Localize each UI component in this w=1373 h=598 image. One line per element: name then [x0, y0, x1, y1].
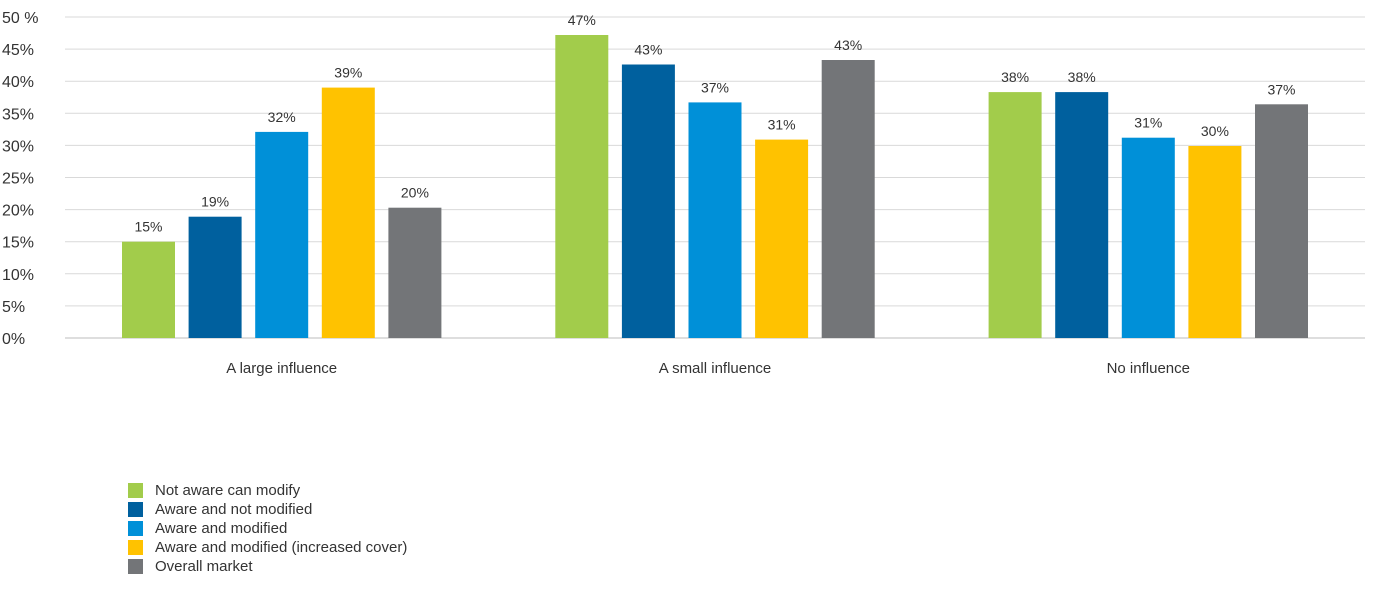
data-label: 43%: [634, 42, 662, 58]
data-label: 43%: [834, 37, 862, 53]
legend-swatch: [128, 540, 143, 555]
legend-item: Overall market: [128, 557, 407, 576]
y-tick-label: 0%: [2, 331, 25, 348]
y-tick-label: 20%: [2, 203, 34, 220]
data-label: 38%: [1068, 69, 1096, 85]
bar: [188, 216, 242, 338]
bar: [1055, 92, 1109, 338]
data-labels: 15% 19% 32% 39% 20% 47% 43% 37% 31% 43% 38% 38% 31% 3…: [134, 12, 1295, 235]
y-tick-label: 35%: [2, 106, 34, 123]
x-category-label: No influence: [1107, 360, 1190, 377]
y-tick-label: 10%: [2, 267, 34, 284]
bar: [388, 207, 442, 338]
legend-item: Aware and modified: [128, 519, 407, 538]
y-tick-label: 45%: [2, 42, 34, 59]
legend-swatch: [128, 559, 143, 574]
legend-label: Aware and modified (increased cover): [155, 539, 408, 556]
x-category-label: A large influence: [226, 360, 337, 377]
y-tick-label: 25%: [2, 171, 34, 188]
data-label: 32%: [268, 109, 296, 125]
data-label: 47%: [568, 12, 596, 28]
legend-swatch: [128, 483, 143, 498]
data-label: 39%: [334, 65, 362, 81]
legend-swatch: [128, 502, 143, 517]
legend: Not aware can modify Aware and not modifi…: [128, 481, 407, 576]
data-label: 19%: [201, 194, 229, 210]
bar: [1255, 104, 1308, 338]
x-category-label: A small influence: [659, 360, 772, 377]
legend-item: Aware and modified (increased cover): [128, 538, 407, 557]
bar: [688, 102, 742, 339]
data-label: 31%: [1134, 115, 1162, 131]
bars: [122, 35, 1308, 339]
bar: [255, 131, 309, 338]
legend-label: Aware and modified: [155, 520, 288, 537]
bar: [555, 35, 609, 338]
legend-item: Aware and not modified: [128, 500, 407, 519]
data-label: 31%: [768, 117, 796, 133]
legend-label: Aware and not modified: [155, 501, 313, 518]
y-tick-label: 50 %: [2, 10, 38, 27]
legend-label: Overall market: [155, 558, 253, 575]
bar: [821, 60, 875, 338]
data-label: 37%: [1267, 81, 1295, 97]
data-label: 20%: [401, 185, 429, 201]
data-label: 37%: [701, 79, 729, 95]
data-label: 38%: [1001, 69, 1029, 85]
y-tick-label: 40%: [2, 74, 34, 91]
bar: [755, 139, 809, 338]
y-tick-label: 5%: [2, 299, 25, 316]
bar: [988, 92, 1042, 338]
bar-chart: 0% 5% 10% 15% 20% 25% 30% 35% 40% 45% 50 % 15% 19% 3…: [2, 10, 1365, 377]
bar: [321, 87, 375, 338]
bar: [1121, 137, 1175, 338]
y-tick-label: 30%: [2, 138, 34, 155]
legend-item: Not aware can modify: [128, 481, 407, 500]
x-axis-category-labels: A large influence A small influence No inf…: [226, 360, 1190, 377]
legend-label: Not aware can modify: [155, 482, 301, 499]
legend-swatch: [128, 521, 143, 536]
bar: [122, 241, 175, 338]
data-label: 30%: [1201, 123, 1229, 139]
y-tick-label: 15%: [2, 235, 34, 252]
bar: [1188, 146, 1242, 338]
bar: [621, 64, 675, 338]
y-axis-tick-labels: 0% 5% 10% 15% 20% 25% 30% 35% 40% 45% 50 %: [2, 10, 38, 348]
data-label: 15%: [134, 219, 162, 235]
